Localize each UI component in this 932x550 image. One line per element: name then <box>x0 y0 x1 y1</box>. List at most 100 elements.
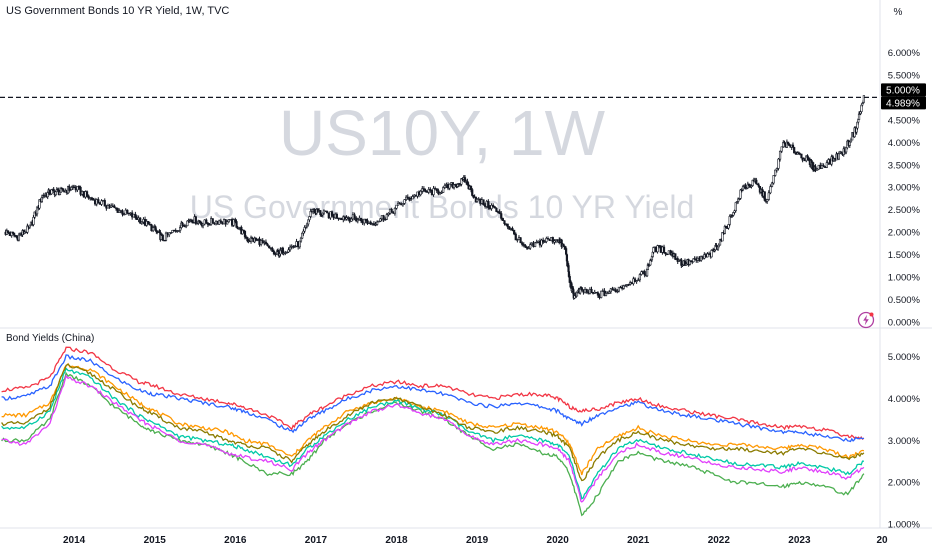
time-axis[interactable]: 2014 2015 2016 2017 2018 2019 2020 2021 2022 2023… <box>63 535 888 546</box>
price-candle <box>469 186 473 190</box>
top-y-tick-label: 0.000% <box>888 318 921 329</box>
price-candle <box>800 153 803 159</box>
top-y-tick-label: 4.000% <box>888 138 921 149</box>
price-candle <box>249 237 253 242</box>
percent-scale-toggle[interactable]: % <box>893 7 903 18</box>
price-candle <box>287 249 290 253</box>
price-candle <box>757 184 760 187</box>
price-candle <box>466 180 469 186</box>
price-candle <box>271 248 274 252</box>
price-candle <box>614 289 617 293</box>
price-candle <box>542 239 545 243</box>
price-candle <box>525 246 529 249</box>
price-candle <box>87 195 90 199</box>
price-candle <box>637 279 640 281</box>
price-candle <box>77 186 81 188</box>
price-candle <box>309 210 312 217</box>
price-candle <box>398 202 401 205</box>
price-candle <box>369 221 372 225</box>
price-candle <box>543 241 546 243</box>
price-candle <box>437 190 440 195</box>
price-candle <box>179 227 182 231</box>
x-tick-label: 2021 <box>627 535 650 546</box>
price-candle <box>734 202 737 212</box>
price-candle <box>243 230 247 238</box>
price-candle <box>688 260 691 265</box>
price-candle <box>211 218 214 224</box>
price-candle <box>186 220 189 227</box>
china-yield-line-2 <box>1 354 865 443</box>
price-candle <box>633 278 637 282</box>
price-candle <box>500 213 503 219</box>
price-candle <box>862 95 865 103</box>
price-candle <box>616 290 619 293</box>
price-candle <box>76 186 79 191</box>
price-candle <box>622 285 625 289</box>
price-candle <box>163 239 166 242</box>
price-candle <box>656 245 659 253</box>
price-candle <box>769 186 772 194</box>
price-candle <box>322 210 326 214</box>
price-candle <box>429 189 432 191</box>
price-candle <box>448 183 451 189</box>
price-candle <box>617 286 621 292</box>
price-candle <box>728 216 731 225</box>
price-candle <box>169 232 172 234</box>
china-yield-series <box>1 346 865 517</box>
watermark-symbol: US10Y, 1W <box>279 97 606 169</box>
price-candle <box>28 224 31 228</box>
price-candle <box>13 232 16 236</box>
top-y-tick-label: 2.500% <box>888 205 921 216</box>
price-candle <box>152 227 155 232</box>
price-candle <box>264 241 268 245</box>
price-candle <box>242 229 245 232</box>
top-y-tick-label: 0.500% <box>888 295 921 306</box>
price-candle <box>168 232 171 236</box>
price-candle <box>596 292 600 296</box>
price-candle <box>440 192 443 194</box>
price-candle <box>744 184 747 189</box>
china-yield-line-4 <box>1 371 865 517</box>
price-candle <box>382 215 385 220</box>
us10y-price-series <box>4 95 865 300</box>
price-candle <box>62 188 65 192</box>
price-candle <box>335 213 338 219</box>
price-candle <box>643 271 646 276</box>
price-candle <box>303 227 306 232</box>
price-candle <box>857 119 860 123</box>
price-candle <box>330 211 334 216</box>
price-candle <box>289 246 292 251</box>
price-candle <box>377 220 380 223</box>
price-candle <box>384 218 387 221</box>
price-candle <box>766 199 769 202</box>
china-yield-line-1 <box>1 346 865 440</box>
price-candle <box>519 237 522 244</box>
last-price-label: 4.989% <box>881 96 926 110</box>
price-candle <box>11 231 14 234</box>
price-candle <box>553 240 556 243</box>
price-candle <box>326 211 329 214</box>
price-candle <box>147 221 150 225</box>
x-tick-label: 2014 <box>63 535 86 546</box>
x-tick-label: 2018 <box>385 535 408 546</box>
price-candle <box>356 219 359 222</box>
lower-pane-title[interactable]: Bond Yields (China) <box>6 333 95 344</box>
top-y-tick-label: 3.500% <box>888 160 921 171</box>
last-price-text: 4.989% <box>886 98 920 109</box>
lightning-alert-icon[interactable] <box>857 311 875 329</box>
price-candle <box>126 209 129 214</box>
price-candle <box>493 206 496 209</box>
price-candle <box>97 199 100 204</box>
price-candle <box>403 199 406 204</box>
symbol-title[interactable]: US Government Bonds 10 YR Yield, 1W, TVC <box>6 5 230 17</box>
price-candle <box>171 230 174 233</box>
top-y-tick-label: 5.500% <box>888 70 921 81</box>
x-tick-label: 20 <box>876 535 888 546</box>
price-candle <box>755 179 758 185</box>
bottom-price-axis[interactable]: 5.000% 4.000% 3.000% 2.000% 1.000% <box>888 352 921 530</box>
price-candle <box>527 247 530 250</box>
price-candle <box>513 229 516 235</box>
price-candle <box>514 233 517 241</box>
price-candle <box>205 219 208 224</box>
